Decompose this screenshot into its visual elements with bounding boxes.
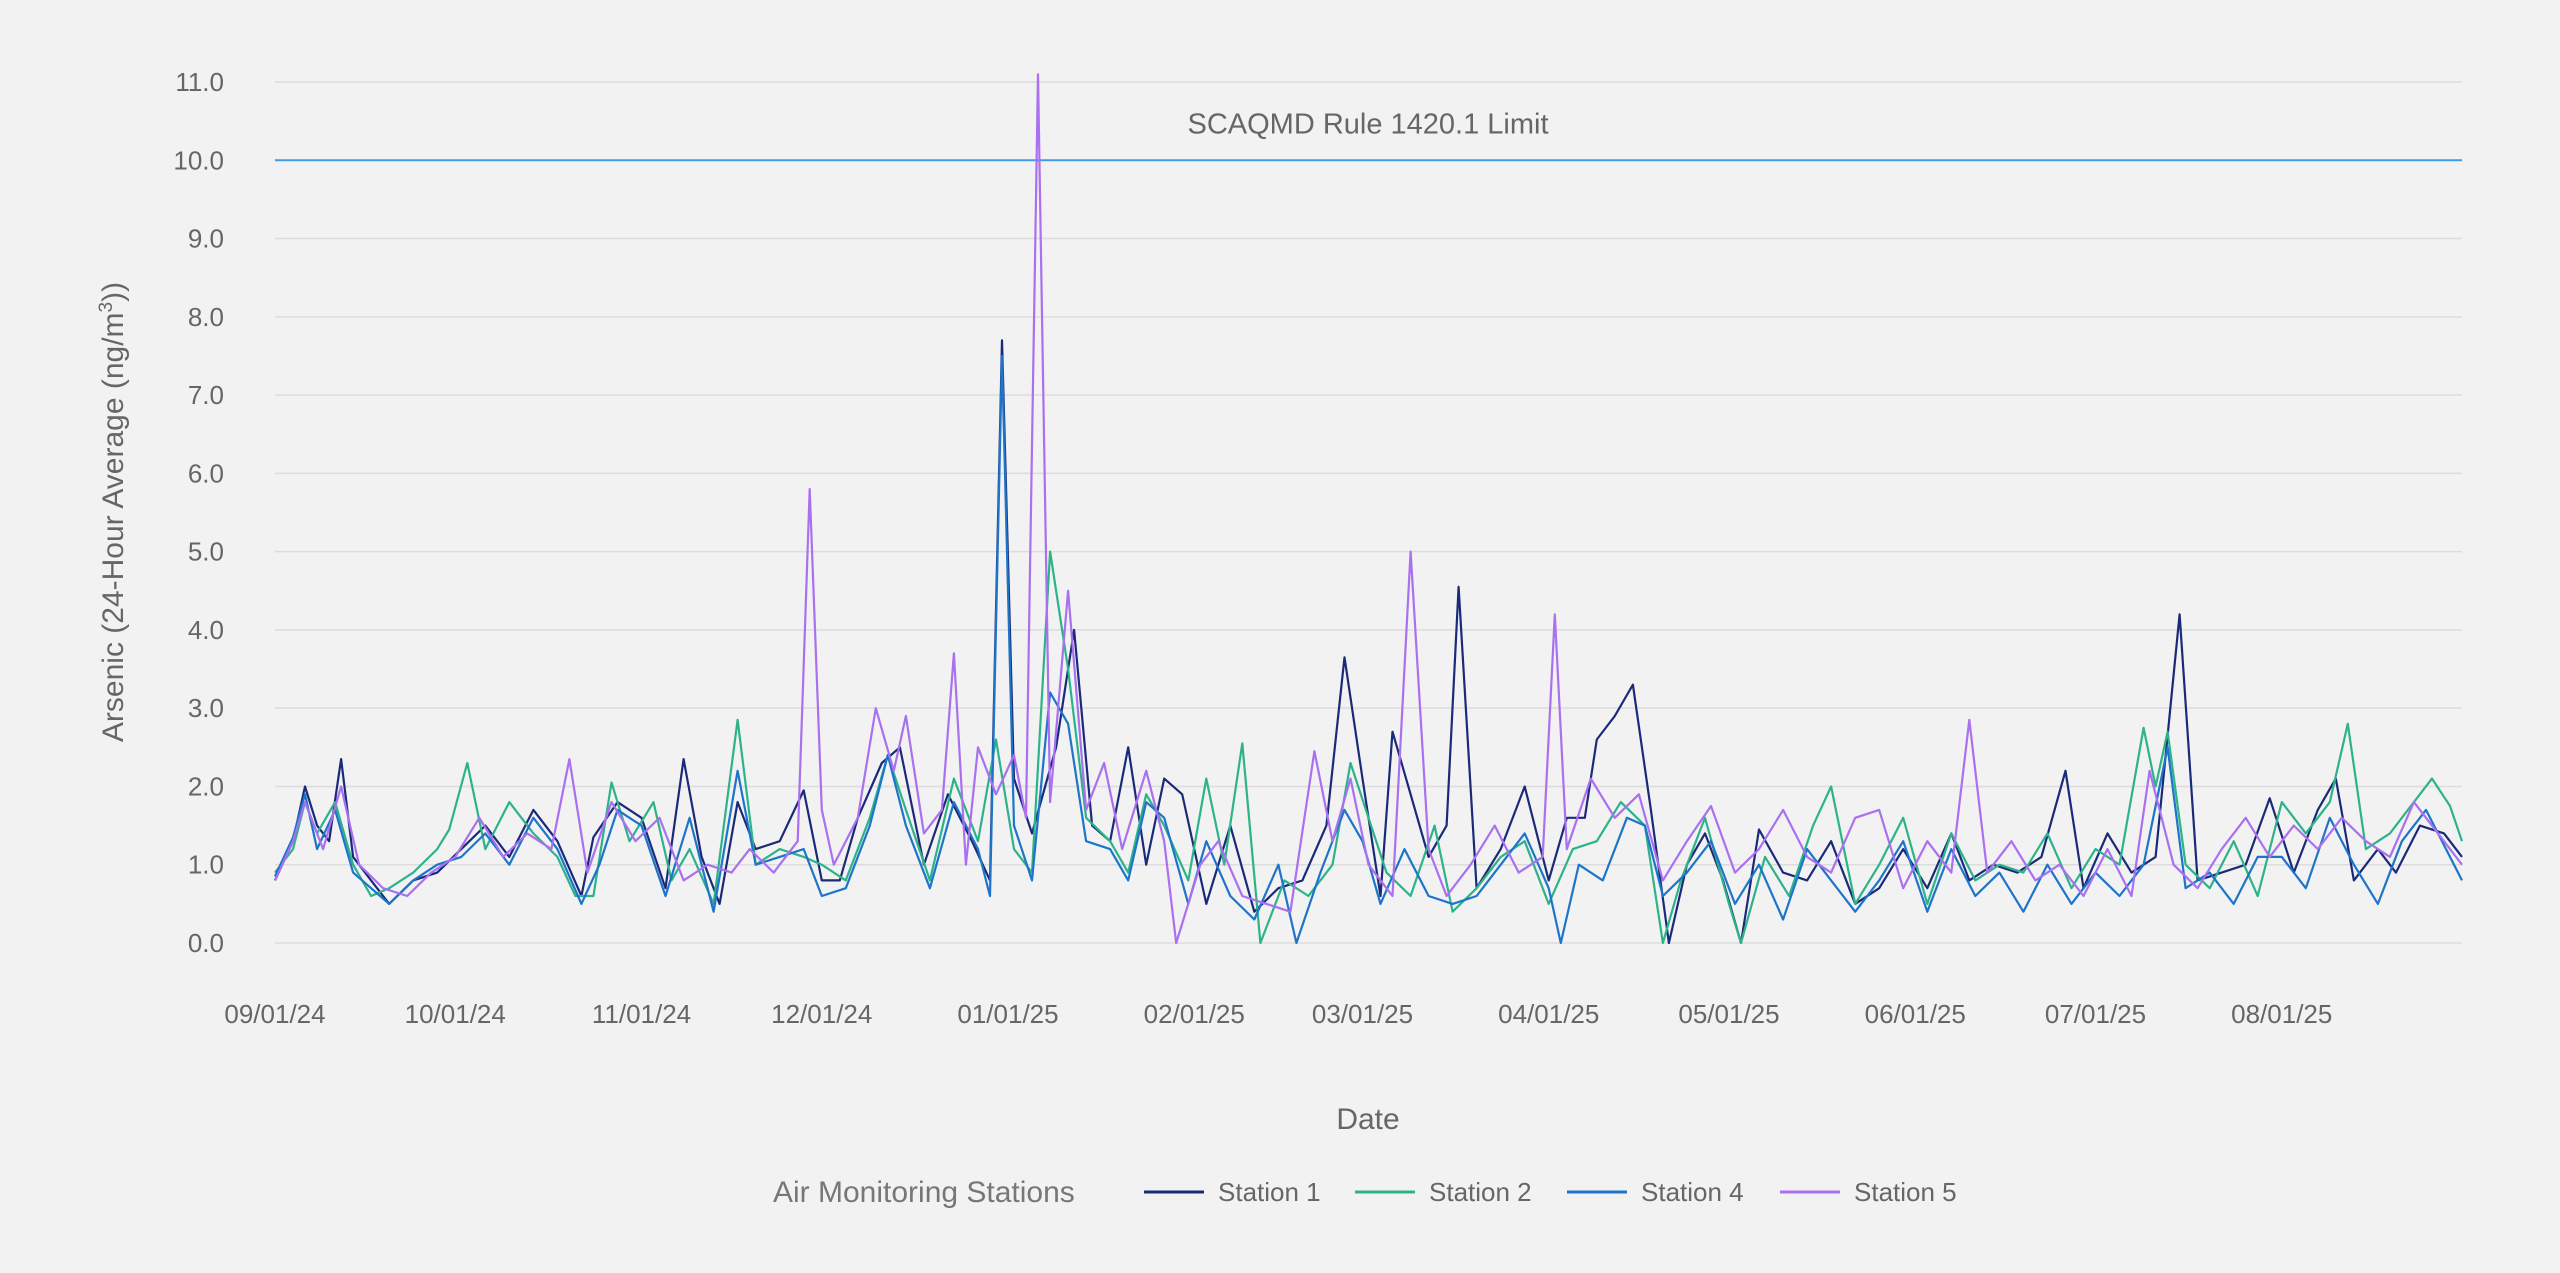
x-tick-label: 07/01/25 xyxy=(2045,999,2146,1029)
y-tick-label: 0.0 xyxy=(188,928,224,958)
y-tick-label: 4.0 xyxy=(188,615,224,645)
legend-item-label: Station 4 xyxy=(1641,1177,1744,1207)
x-tick-label: 10/01/24 xyxy=(405,999,506,1029)
x-tick-label: 02/01/25 xyxy=(1144,999,1245,1029)
x-tick-label: 06/01/25 xyxy=(1865,999,1966,1029)
reference-line-label: SCAQMD Rule 1420.1 Limit xyxy=(1187,108,1548,140)
x-tick-label: 03/01/25 xyxy=(1312,999,1413,1029)
reference-line-group: SCAQMD Rule 1420.1 Limit xyxy=(275,108,2462,162)
y-tick-label: 2.0 xyxy=(188,771,224,801)
series-line-station-4 xyxy=(274,354,2463,945)
x-tick-label: 08/01/25 xyxy=(2231,999,2332,1029)
y-tick-label: 10.0 xyxy=(173,145,224,175)
x-tick-label: 04/01/25 xyxy=(1498,999,1599,1029)
x-tick-label: 05/01/25 xyxy=(1678,999,1779,1029)
x-tick-label: 11/01/24 xyxy=(592,999,691,1029)
y-tick-label: 5.0 xyxy=(188,537,224,567)
y-tick-label: 6.0 xyxy=(188,458,224,488)
series-line-station-2 xyxy=(274,550,2464,945)
x-axis-label: Date xyxy=(1336,1103,1399,1136)
y-tick-label: 1.0 xyxy=(188,850,224,880)
y-axis-label: Arsenic (24-Hour Average (ng/m3)) xyxy=(96,282,130,742)
legend: Air Monitoring Stations Station 1 Station… xyxy=(773,1176,1957,1209)
x-tick-label: 09/01/24 xyxy=(224,999,325,1029)
y-tick-label: 7.0 xyxy=(188,380,224,410)
x-axis-ticks: 09/01/24 10/01/24 11/01/24 12/01/24 01/01/25… xyxy=(224,999,2332,1029)
legend-item-label: Station 5 xyxy=(1854,1177,1957,1207)
legend-item-label: Station 2 xyxy=(1429,1177,1532,1207)
x-tick-label: 01/01/25 xyxy=(957,999,1058,1029)
legend-item-label: Station 1 xyxy=(1218,1177,1321,1207)
series-lines xyxy=(274,73,2464,945)
series-line-station-5 xyxy=(274,73,2463,945)
legend-title: Air Monitoring Stations xyxy=(773,1176,1075,1209)
y-tick-label: 11.0 xyxy=(175,67,224,97)
y-tick-label: 9.0 xyxy=(188,224,224,254)
y-tick-label: 3.0 xyxy=(188,693,224,723)
x-tick-label: 12/01/24 xyxy=(771,999,872,1029)
y-tick-label: 8.0 xyxy=(188,302,224,332)
y-axis-ticks: 0.0 1.0 2.0 3.0 4.0 5.0 6.0 7.0 8.0 9.0 10.0 11.0 xyxy=(173,67,224,958)
